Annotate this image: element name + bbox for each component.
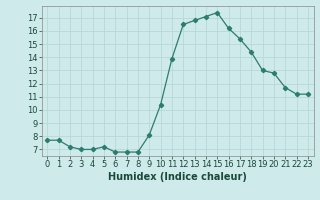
X-axis label: Humidex (Indice chaleur): Humidex (Indice chaleur) bbox=[108, 172, 247, 182]
